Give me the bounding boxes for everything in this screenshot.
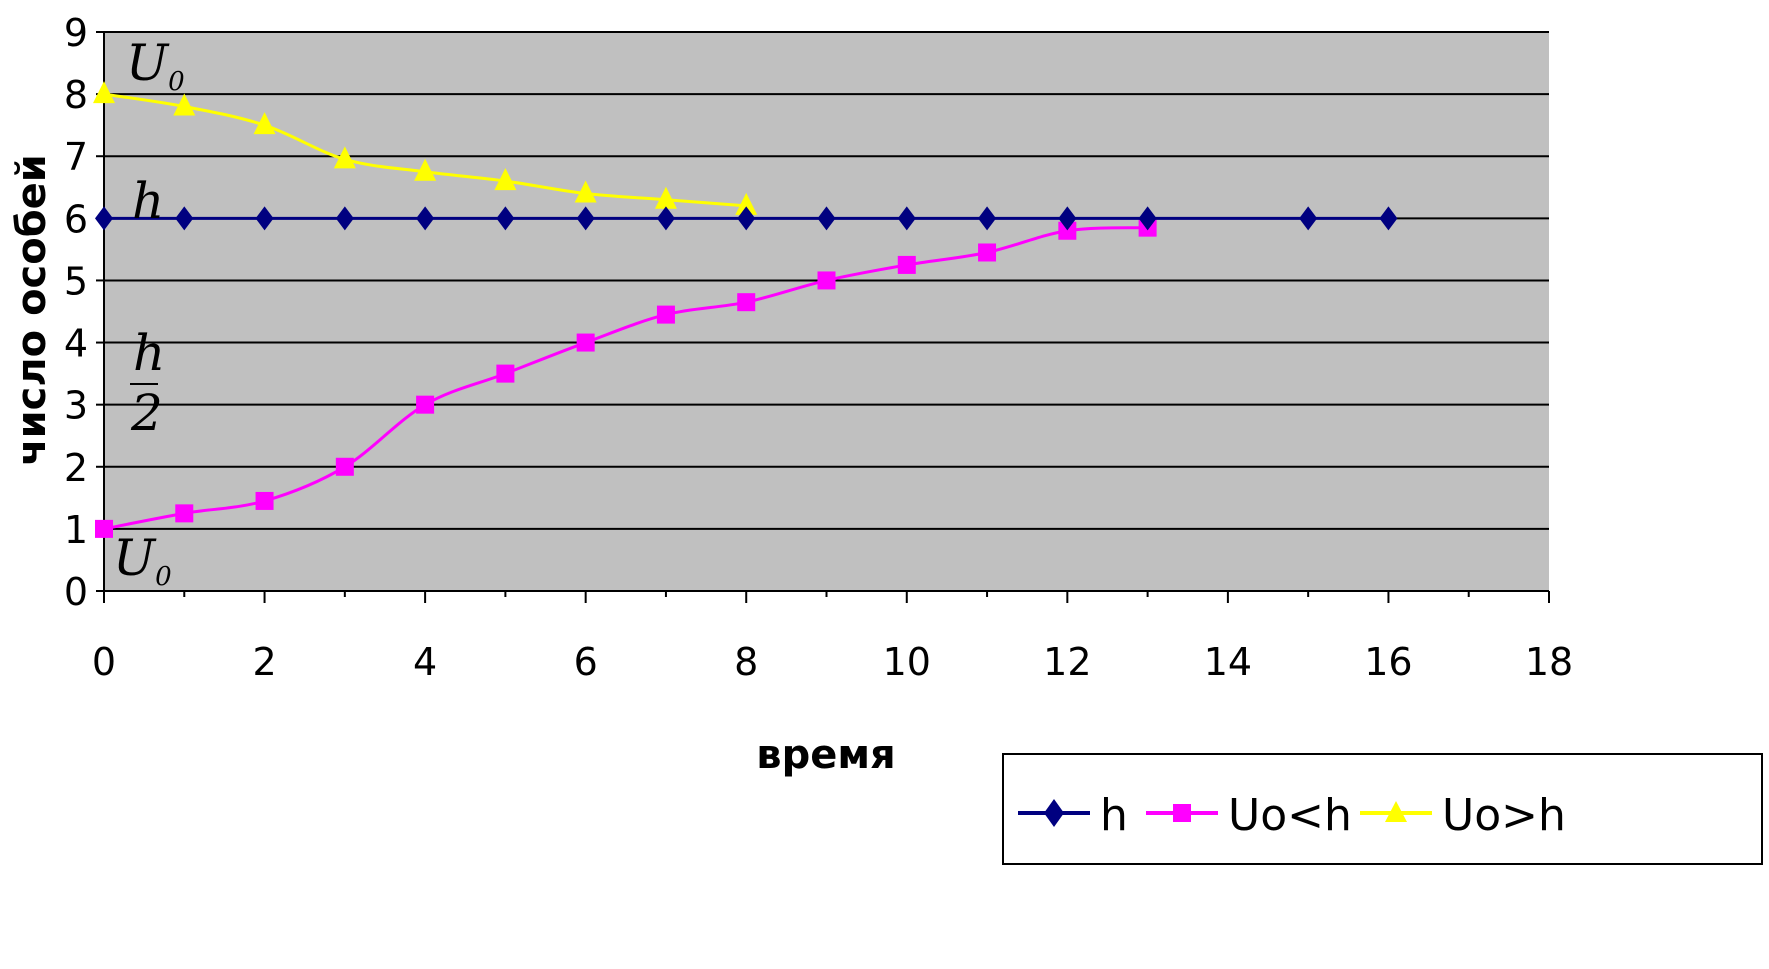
data-point-0-8 [737,206,756,231]
data-point-2-5 [494,168,517,191]
series-2 [93,81,758,215]
data-point-1-7 [656,305,675,324]
x-tick-label-12: 12 [1043,640,1091,684]
data-point-1-0 [95,519,113,538]
annotation-u0-bottom-sub: 0 [155,562,172,592]
data-point-0-15 [1299,206,1318,231]
y-tick-label-6: 6 [64,197,88,241]
data-point-0-16 [1379,206,1398,231]
x-tick-label-4: 4 [413,640,437,684]
y-tick-label-4: 4 [64,322,88,366]
data-point-1-8 [737,293,756,312]
x-tick-label-14: 14 [1204,640,1252,684]
x-tick-label-16: 16 [1364,640,1412,684]
legend-label-uo-lt-h: Uo<h [1228,790,1352,841]
data-point-2-2 [253,112,276,135]
annotation-u0-bottom: U0 [113,529,172,592]
legend: h Uo<h Uo>h [1002,753,1763,865]
x-tick-label-10: 10 [883,640,931,684]
data-point-1-9 [817,271,836,290]
data-point-2-1 [173,93,196,116]
plot-area [104,32,1549,591]
annotation-u0-top-sub: 0 [168,67,185,97]
y-tick-label-7: 7 [64,135,88,179]
legend-label-h: h [1100,790,1128,841]
annotation-u0-top: U0 [126,34,185,97]
y-tick-label-1: 1 [64,508,88,552]
legend-marker-h [1044,799,1064,827]
y-axis-title: число особей [9,154,55,466]
x-tick-labels: 0 2 4 6 8 10 12 14 16 18 [92,640,1573,684]
series-1 [95,218,1157,538]
series-layer [93,81,1398,538]
data-point-1-10 [897,255,916,274]
data-point-2-7 [654,186,677,209]
data-point-2-0 [93,81,115,104]
x-tick-label-8: 8 [734,640,758,684]
y-tick-label-5: 5 [64,259,88,303]
data-point-2-4 [414,158,437,181]
annotation-half-numerator: h [133,324,165,382]
y-tick-label-9: 9 [64,11,88,55]
data-point-1-3 [335,457,354,476]
data-point-0-5 [496,206,515,231]
data-point-2-6 [574,180,597,203]
legend-marker-uo-lt-h [1173,804,1191,822]
data-point-0-3 [335,206,354,231]
data-point-0-9 [817,206,836,231]
annotation-half-denominator: 2 [130,384,163,442]
data-point-0-2 [255,206,274,231]
data-point-0-7 [656,206,675,231]
data-point-0-0 [95,206,113,231]
y-tick-labels: 0 1 2 3 4 5 6 7 8 9 [64,11,88,614]
x-axis-title: время [756,732,895,778]
y-tick-label-0: 0 [64,570,88,614]
x-tick-label-0: 0 [92,640,116,684]
data-point-1-1 [175,504,194,523]
legend-box [1002,753,1763,865]
x-tick-label-6: 6 [574,640,598,684]
data-point-0-10 [897,206,916,231]
data-point-0-11 [978,206,997,231]
data-point-0-13 [1138,206,1157,231]
data-point-1-2 [255,491,274,510]
annotation-u0-bottom-main: U [113,529,157,587]
x-tick-label-2: 2 [252,640,276,684]
legend-marker-uo-gt-h [1385,801,1407,822]
data-point-1-6 [576,333,595,352]
data-point-2-3 [333,146,356,169]
data-point-1-4 [416,395,435,414]
x-tick-label-18: 18 [1525,640,1573,684]
data-point-0-12 [1058,206,1077,231]
data-point-1-11 [978,243,997,262]
annotation-h: h [132,172,164,230]
data-point-1-12 [1058,221,1077,240]
series-0 [95,206,1398,231]
data-point-0-6 [576,206,595,231]
legend-label-uo-gt-h: Uo>h [1442,790,1566,841]
data-point-0-4 [416,206,435,231]
data-point-0-1 [175,206,194,231]
y-tick-label-2: 2 [64,446,88,490]
y-tick-label-3: 3 [64,384,88,428]
y-tick-label-8: 8 [64,73,88,117]
data-point-1-5 [496,364,515,383]
annotation-u0-top-main: U [126,34,170,92]
data-point-2-8 [735,192,758,215]
